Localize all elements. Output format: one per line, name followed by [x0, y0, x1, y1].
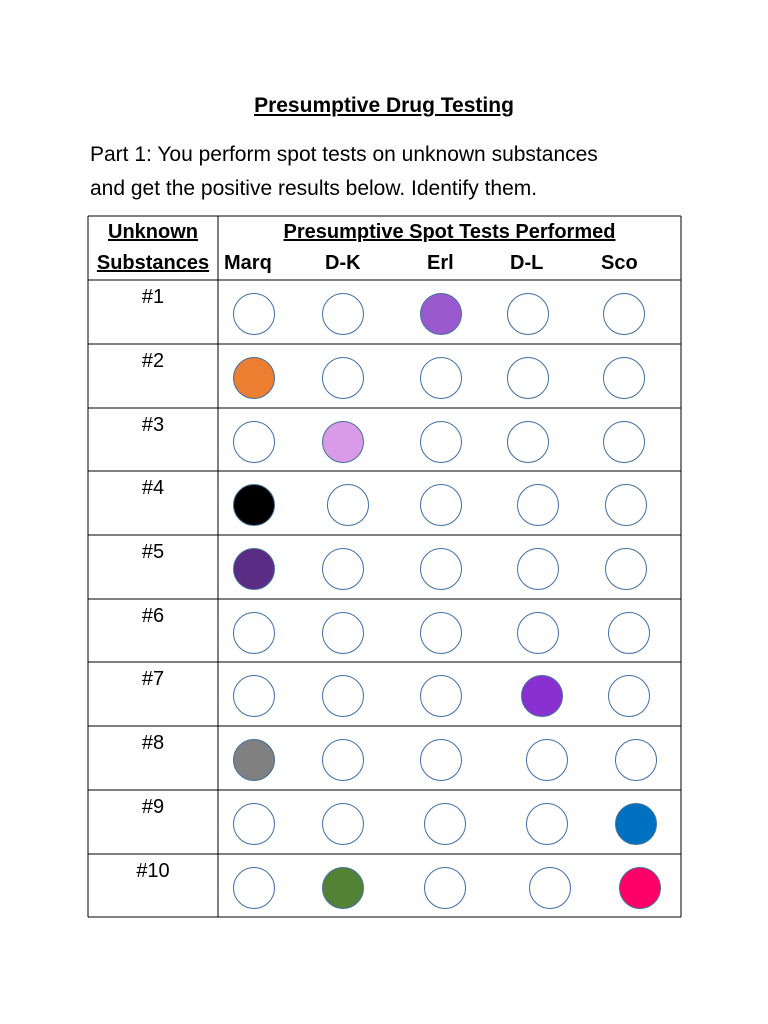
- column-dk: D-K: [325, 252, 361, 274]
- spot-empty-erl: [420, 675, 462, 717]
- instructions: Part 1: You perform spot tests on unknow…: [90, 138, 710, 206]
- spot-empty-erl: [424, 803, 466, 845]
- spot-empty-dl: [529, 866, 571, 909]
- spot-empty-dl: [526, 803, 568, 845]
- spot-empty-erl: [420, 357, 462, 399]
- spot-empty-marq: [233, 293, 275, 335]
- spot-positive-marq: [233, 357, 275, 399]
- spot-empty-dk: [322, 803, 364, 845]
- row-label: #1: [141, 286, 165, 308]
- instructions-line-1: Part 1: You perform spot tests on unknow…: [90, 143, 598, 166]
- spot-positive-dl: [521, 675, 563, 717]
- spot-empty-dl: [507, 357, 549, 399]
- row-label: #2: [141, 350, 165, 372]
- spot-empty-sco: [608, 675, 650, 717]
- spot-positive-dk: [322, 866, 364, 909]
- spot-empty-sco: [605, 548, 647, 590]
- spot-positive-marq: [233, 548, 275, 590]
- spot-empty-erl: [420, 484, 462, 526]
- spot-empty-erl: [420, 420, 462, 463]
- spot-empty-dl: [507, 293, 549, 335]
- spot-empty-dl: [517, 611, 559, 654]
- spot-positive-sco: [615, 803, 657, 845]
- spot-empty-marq: [233, 866, 275, 909]
- column-marq: Marq: [224, 252, 272, 274]
- spot-empty-erl: [420, 611, 462, 654]
- instructions-line-2: and get the positive results below. Iden…: [90, 177, 538, 200]
- spot-empty-sco: [603, 293, 645, 335]
- spot-positive-marq: [233, 484, 275, 526]
- header-unknown-line-2: Substances: [96, 252, 210, 274]
- spot-empty-dl: [517, 548, 559, 590]
- spot-empty-erl: [420, 739, 462, 781]
- spot-empty-dl: [517, 484, 559, 526]
- row-label: #3: [141, 414, 165, 436]
- spot-empty-sco: [608, 611, 650, 654]
- spot-empty-sco: [603, 357, 645, 399]
- column-dl: D-L: [510, 252, 544, 274]
- row-label: #9: [141, 796, 165, 818]
- spot-empty-dk: [322, 293, 364, 335]
- spot-empty-marq: [233, 420, 275, 463]
- spot-empty-sco: [605, 484, 647, 526]
- spot-empty-dk: [322, 357, 364, 399]
- spot-empty-erl: [420, 548, 462, 590]
- spot-positive-marq: [233, 739, 275, 781]
- spot-empty-dk: [322, 611, 364, 654]
- spot-empty-sco: [603, 420, 645, 463]
- spot-positive-erl: [420, 293, 462, 335]
- spot-empty-dl: [526, 739, 568, 781]
- row-label: #7: [141, 668, 165, 690]
- spot-empty-marq: [233, 803, 275, 845]
- spot-empty-dk: [322, 548, 364, 590]
- spot-positive-sco: [619, 866, 661, 909]
- column-sco: Sco: [601, 252, 638, 274]
- row-label: #10: [136, 860, 170, 882]
- spot-positive-dk: [322, 420, 364, 463]
- spot-empty-erl: [424, 866, 466, 909]
- row-label: #8: [141, 732, 165, 754]
- page-title: Presumptive Drug Testing: [254, 94, 514, 117]
- spot-empty-marq: [233, 611, 275, 654]
- spot-empty-marq: [233, 675, 275, 717]
- header-unknown-line-1: Unknown: [108, 221, 198, 243]
- spot-empty-dk: [322, 675, 364, 717]
- column-erl: Erl: [427, 252, 454, 274]
- row-label: #4: [141, 477, 165, 499]
- header-spot-tests: Presumptive Spot Tests Performed: [283, 221, 616, 243]
- spot-empty-dk: [327, 484, 369, 526]
- spot-empty-sco: [615, 739, 657, 781]
- row-label: #5: [141, 541, 165, 563]
- spot-empty-dl: [507, 420, 549, 463]
- spot-empty-dk: [322, 739, 364, 781]
- row-label: #6: [141, 605, 165, 627]
